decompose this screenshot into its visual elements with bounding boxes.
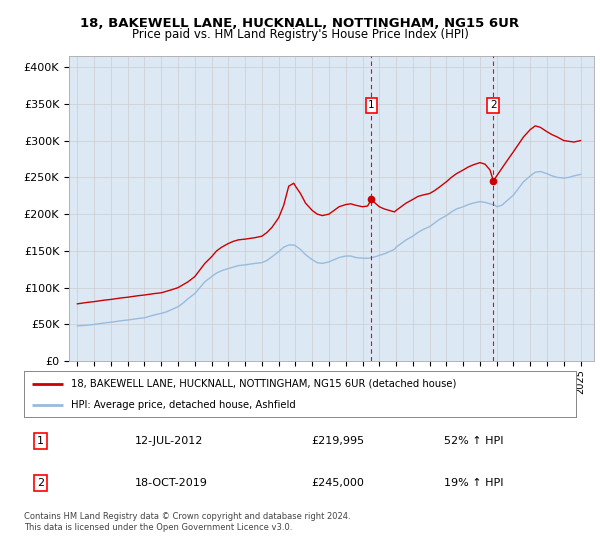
- Text: 18, BAKEWELL LANE, HUCKNALL, NOTTINGHAM, NG15 6UR: 18, BAKEWELL LANE, HUCKNALL, NOTTINGHAM,…: [80, 17, 520, 30]
- Text: Contains HM Land Registry data © Crown copyright and database right 2024.
This d: Contains HM Land Registry data © Crown c…: [24, 512, 350, 532]
- Text: 18, BAKEWELL LANE, HUCKNALL, NOTTINGHAM, NG15 6UR (detached house): 18, BAKEWELL LANE, HUCKNALL, NOTTINGHAM,…: [71, 379, 456, 389]
- Text: £219,995: £219,995: [311, 436, 364, 446]
- Text: 18-OCT-2019: 18-OCT-2019: [134, 478, 207, 488]
- Text: 2: 2: [490, 100, 497, 110]
- Text: 52% ↑ HPI: 52% ↑ HPI: [443, 436, 503, 446]
- Text: £245,000: £245,000: [311, 478, 364, 488]
- Text: Price paid vs. HM Land Registry's House Price Index (HPI): Price paid vs. HM Land Registry's House …: [131, 28, 469, 41]
- Text: 12-JUL-2012: 12-JUL-2012: [134, 436, 203, 446]
- Text: HPI: Average price, detached house, Ashfield: HPI: Average price, detached house, Ashf…: [71, 400, 296, 410]
- Text: 1: 1: [37, 436, 44, 446]
- Text: 2: 2: [37, 478, 44, 488]
- Text: 1: 1: [368, 100, 375, 110]
- Text: 19% ↑ HPI: 19% ↑ HPI: [443, 478, 503, 488]
